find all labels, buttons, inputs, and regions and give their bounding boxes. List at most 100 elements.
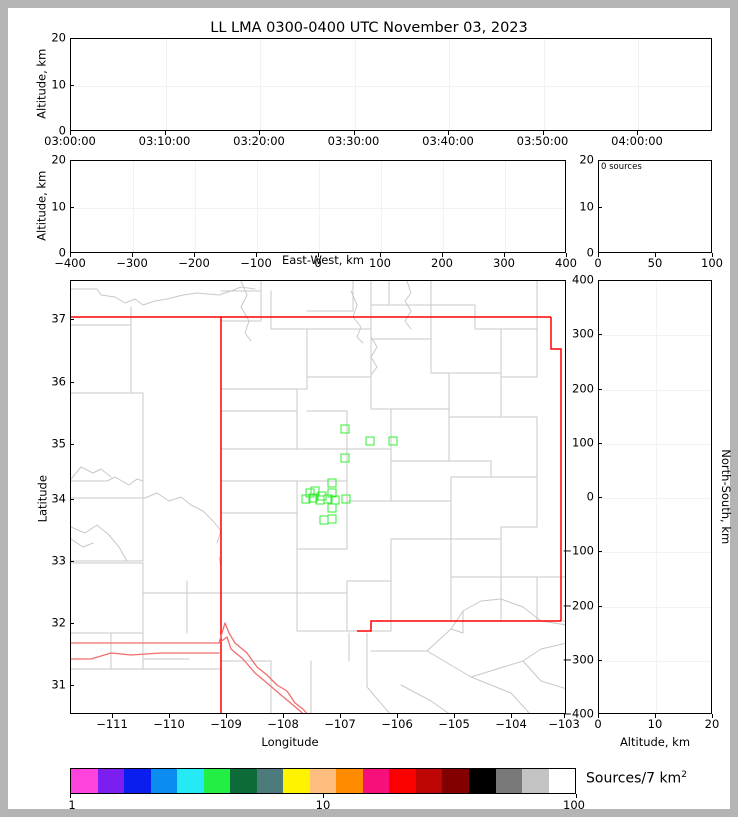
tick-mark (511, 714, 512, 718)
panel2-xtick-1: −300 (116, 256, 148, 270)
tick-mark (70, 131, 71, 135)
source-marker (365, 436, 375, 446)
panel1-xtick-4: 03:40:00 (422, 134, 474, 148)
panel5-xtick-10: 10 (647, 717, 663, 731)
tick-mark (566, 253, 567, 257)
colorbar-swatch-17 (522, 769, 549, 793)
tick-mark (259, 131, 260, 135)
panel3-ytick-10: 10 (579, 198, 594, 213)
tick-mark (448, 131, 449, 135)
tick-mark (70, 444, 74, 445)
source-marker (310, 486, 320, 496)
tick-mark (564, 714, 565, 718)
source-marker (308, 493, 318, 503)
panel1-ylabel: Altitude, km (34, 48, 49, 119)
colorbar-swatch-6 (230, 769, 257, 793)
map-ytick-35: 35 (51, 436, 66, 451)
tick-mark (70, 206, 74, 208)
map-ytick-36: 36 (51, 374, 66, 389)
panel2-xtick-3: −100 (240, 256, 272, 270)
tick-mark (442, 253, 443, 257)
colorbar-swatch-3 (150, 769, 178, 793)
colorbar-tickmark (576, 794, 577, 798)
panel2-xtick-5: 100 (369, 256, 391, 270)
colorbar-swatch-16 (495, 769, 523, 793)
panel3-xtick-100: 100 (701, 256, 723, 270)
tick-mark (542, 131, 544, 135)
colorbar-swatch-11 (362, 769, 390, 793)
colorbar-swatch-12 (389, 769, 416, 793)
panel-time-height[interactable] (70, 38, 712, 131)
map-xtick-6: −105 (438, 717, 470, 731)
panel-ns-height[interactable] (598, 280, 712, 714)
panel5-xlabel: Altitude, km (619, 735, 691, 749)
tick-mark (504, 253, 505, 257)
map-ytick-31: 31 (51, 677, 66, 692)
colorbar-unit-text: Sources/7 km (586, 770, 682, 787)
map-xtick-7: −104 (495, 717, 527, 731)
map-xtick-5: −106 (381, 717, 413, 731)
panel3-xtick-0: 0 (594, 256, 602, 270)
map-xtick-4: −107 (324, 717, 356, 731)
source-marker (327, 503, 337, 513)
figure-canvas: LL LMA 0300-0400 UTC November 03, 2023 0… (8, 8, 733, 812)
panel-altitude-histogram[interactable] (598, 160, 712, 253)
tick-mark (598, 442, 602, 444)
panel1-xtick-3: 03:30:00 (327, 134, 380, 148)
tick-mark (70, 319, 74, 320)
panel5-xtick-0: 0 (594, 717, 602, 731)
tick-mark (164, 131, 166, 135)
tick-mark (454, 714, 455, 718)
panel5-ytick-200: 200 (572, 380, 594, 395)
map-geography (71, 281, 565, 713)
tick-mark (283, 714, 284, 718)
panel1-xtick-1: 03:10:00 (138, 134, 191, 148)
panel5-ytick-100: 100 (572, 435, 594, 449)
tick-mark (598, 206, 602, 208)
panel1-ytick-20: 20 (51, 30, 66, 45)
colorbar-swatch-1 (97, 769, 125, 793)
panel5-ytick-400: 400 (572, 272, 594, 287)
panel2-ylabel: Altitude, km (34, 170, 49, 241)
tick-mark (340, 714, 341, 718)
colorbar-swatch-18 (548, 769, 576, 793)
source-marker (327, 514, 337, 524)
tick-mark (70, 499, 74, 500)
colorbar-tick-10: 10 (315, 798, 331, 812)
colorbar-tickmark (323, 794, 324, 798)
panel5-ytick-n300: −300 (562, 652, 594, 666)
tick-mark (598, 334, 602, 336)
panel3-ytick-20: 20 (579, 152, 594, 167)
source-marker (341, 494, 351, 504)
colorbar-swatch-4 (177, 769, 204, 793)
panel3-xtick-50: 50 (647, 256, 663, 270)
panel2-xtick-2: −200 (178, 256, 210, 270)
source-marker (305, 488, 315, 498)
colorbar-tickmark (70, 794, 71, 798)
tick-mark (598, 659, 602, 661)
colorbar[interactable] (70, 768, 576, 794)
tick-mark (70, 382, 74, 383)
tick-mark (226, 714, 227, 718)
panel2-xlabel: East-West, km (282, 253, 364, 267)
tick-mark (712, 714, 713, 718)
colorbar-swatch-15 (468, 769, 496, 793)
tick-mark (70, 685, 74, 686)
tick-mark (112, 714, 113, 718)
map-ytick-32: 32 (51, 615, 66, 630)
colorbar-swatch-0 (71, 769, 98, 793)
colorbar-swatch-13 (415, 769, 443, 793)
map-ytick-34: 34 (51, 491, 66, 506)
colorbar-swatch-5 (203, 769, 231, 793)
tick-mark (70, 84, 74, 86)
colorbar-swatch-14 (442, 769, 469, 793)
map-ytick-33: 33 (51, 553, 66, 568)
tick-mark (637, 131, 638, 135)
panel5-ytick-300: 300 (572, 326, 594, 341)
map-xlabel: Longitude (261, 735, 319, 749)
tick-mark (598, 497, 602, 498)
source-marker (340, 453, 350, 463)
map-xtick-1: −110 (153, 717, 185, 731)
source-marker (327, 478, 337, 488)
panel-ew-height[interactable] (70, 160, 566, 253)
